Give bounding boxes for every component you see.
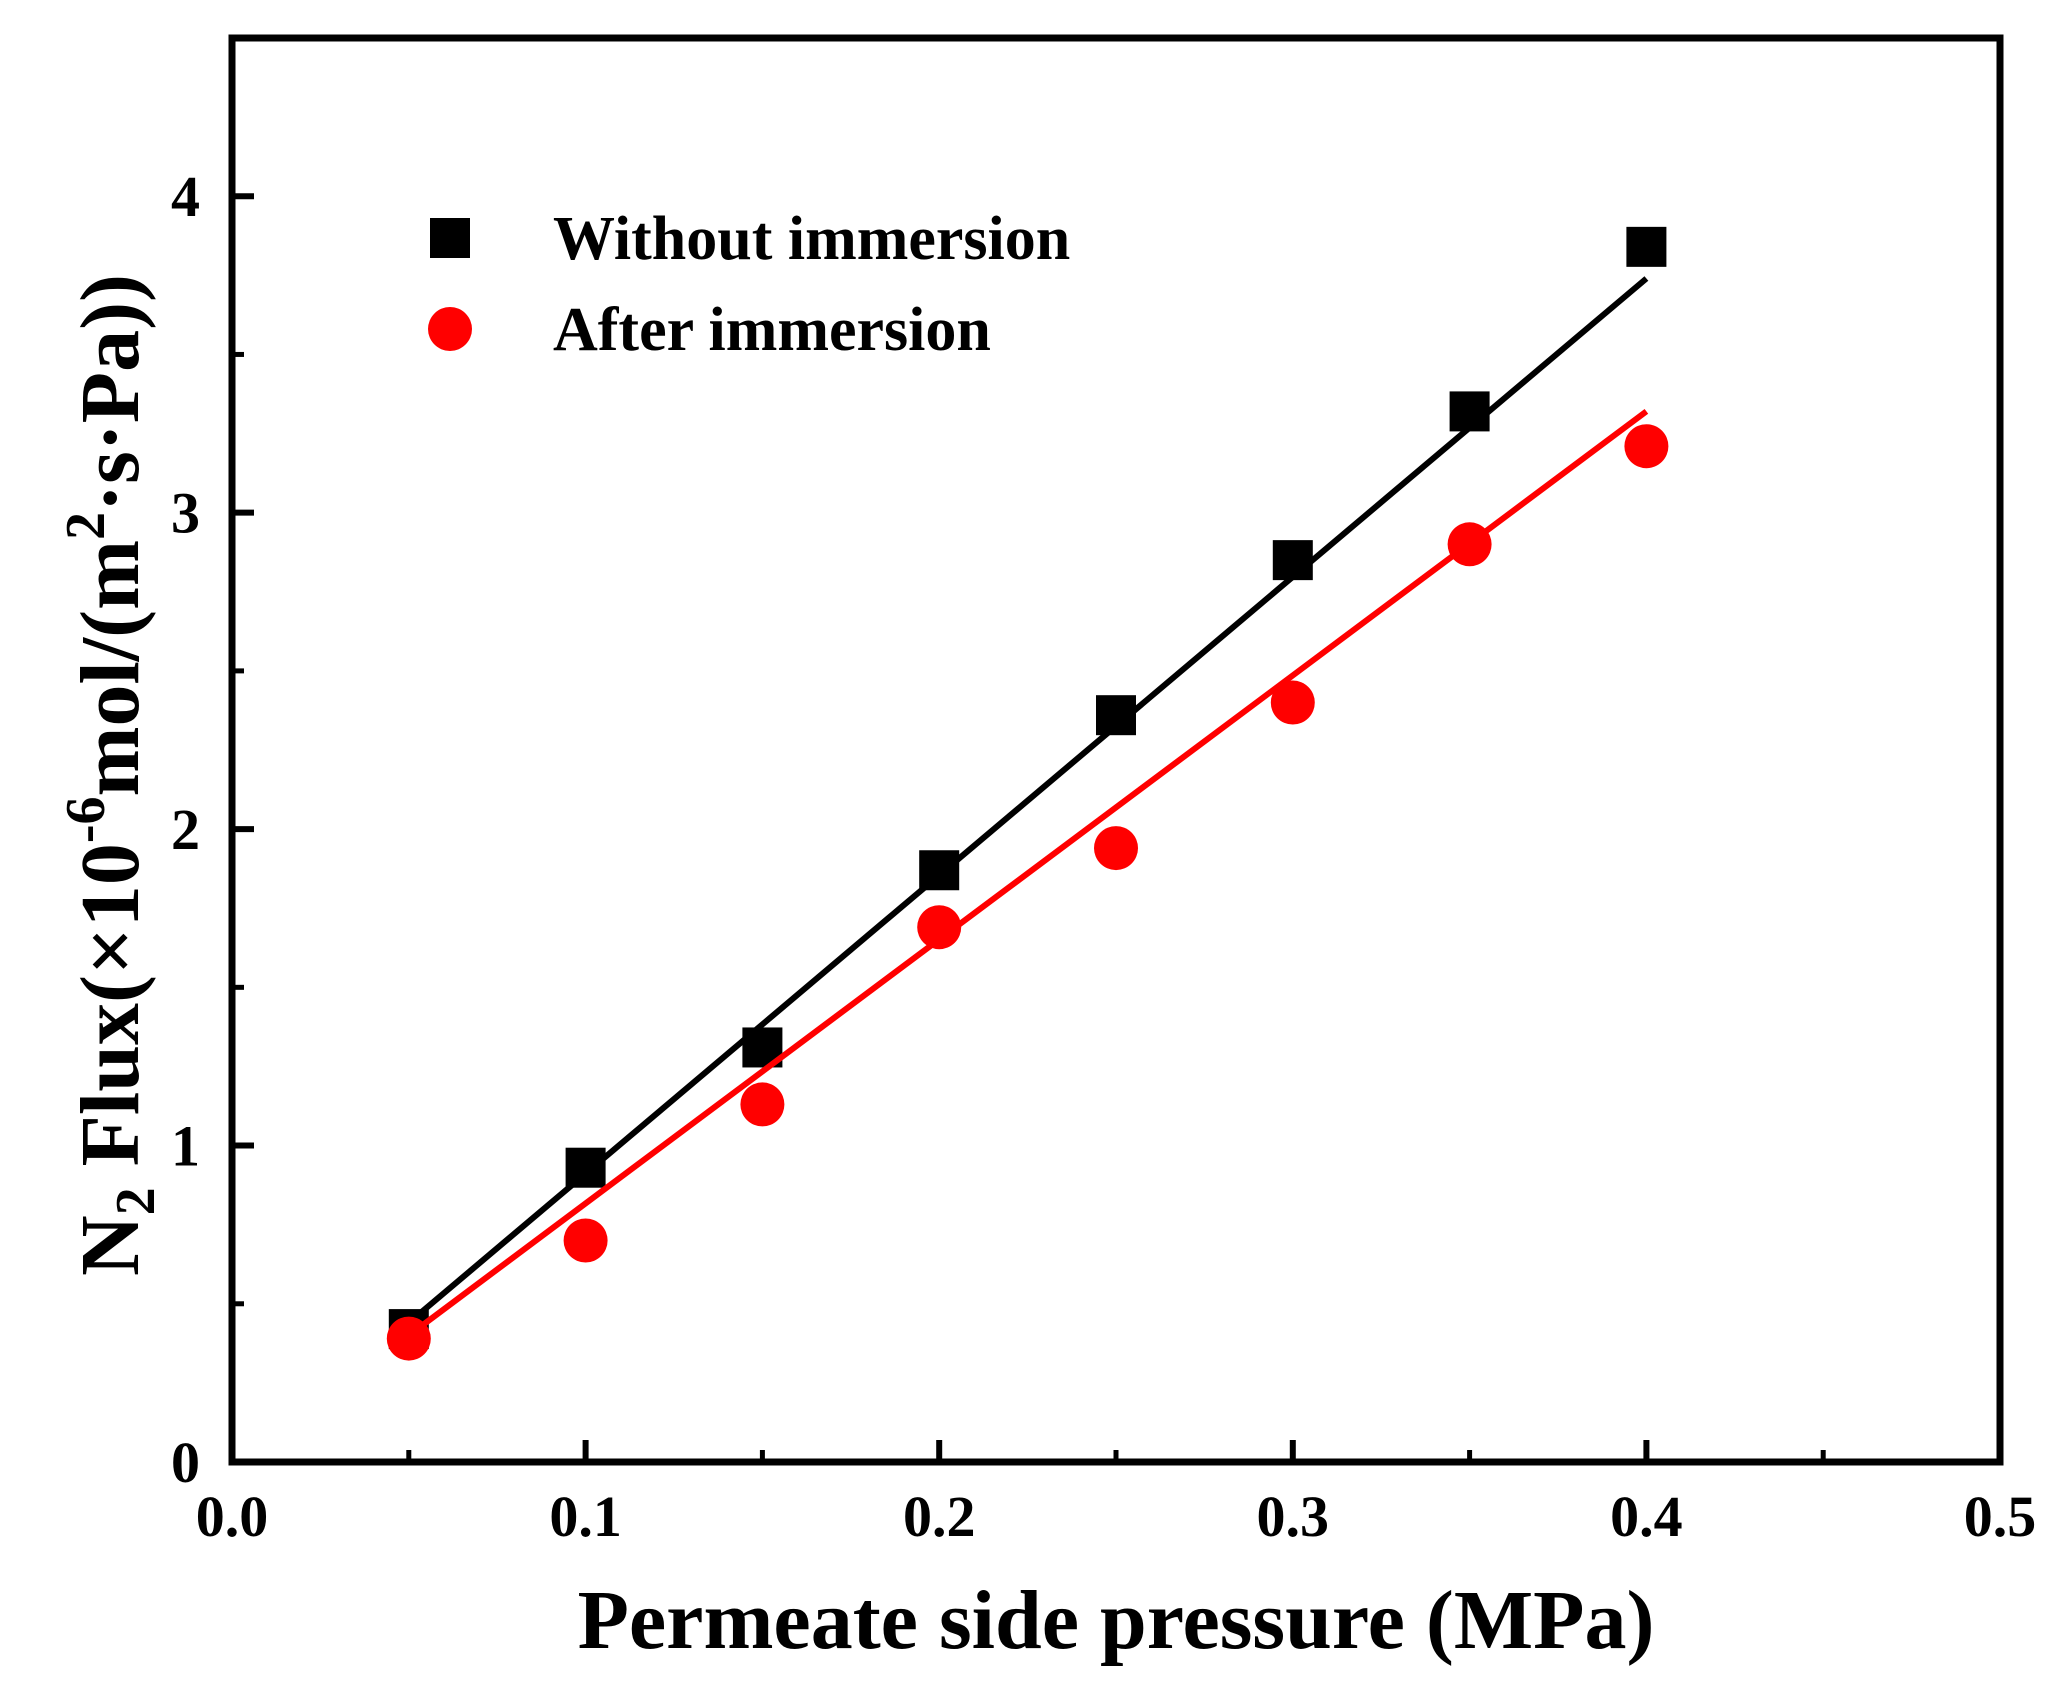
data-point-square: [1449, 391, 1490, 432]
data-point-square: [919, 850, 960, 891]
axis-ticks: [229, 193, 2003, 1465]
x-tick-label: 0.1: [549, 1484, 622, 1549]
data-point-square: [565, 1147, 606, 1188]
data-point-circle: [1624, 424, 1669, 469]
x-tick-label: 0.0: [196, 1484, 269, 1549]
y-title-sup1: -6: [55, 797, 117, 844]
y-tick-label: 3: [171, 481, 200, 546]
data-point-square: [1626, 226, 1667, 267]
legend-label: After immersion: [553, 296, 991, 364]
y-tick-label: 0: [171, 1430, 200, 1495]
legend-label: Without immersion: [553, 205, 1070, 273]
x-tick-label: 0.5: [1964, 1484, 2037, 1549]
legend-marker-circle: [428, 307, 472, 351]
y-tick-label: 1: [171, 1114, 200, 1179]
tick-labels: 0.0 0.1 0.2 0.3 0.4 0.5 0 1 2 3 4: [171, 164, 2036, 1549]
y-title-mid3: ·s·Pa)): [64, 274, 157, 512]
fit-line: [406, 276, 1649, 1326]
legend-marker-square: [430, 218, 470, 258]
y-title-sup2: 2: [55, 512, 117, 540]
x-tick-label: 0.3: [1257, 1484, 1330, 1549]
x-tick-label: 0.4: [1610, 1484, 1683, 1549]
data-point-square: [1272, 540, 1313, 581]
data-point-circle: [1094, 826, 1138, 871]
series-1: [388, 226, 1667, 1350]
x-axis-title: Permeate side pressure (MPa): [578, 1574, 1655, 1667]
y-title-sub: 2: [105, 1187, 167, 1215]
data-point-circle: [386, 1316, 431, 1361]
y-tick-label: 2: [171, 797, 200, 862]
y-tick-label: 4: [171, 164, 200, 229]
data-point-circle: [1447, 522, 1492, 567]
data-point-circle: [917, 905, 962, 950]
data-point-square: [1096, 695, 1136, 736]
y-title-mid2: mol/(m: [64, 540, 157, 797]
data-point-circle: [740, 1082, 785, 1127]
series-2: [386, 409, 1669, 1361]
data-point-circle: [563, 1218, 608, 1263]
fit-line: [407, 409, 1649, 1338]
y-title-mid1: Flux(×10: [64, 843, 157, 1187]
legend: Without immersion After immersion: [428, 205, 1070, 364]
data-point-circle: [1270, 680, 1315, 725]
x-tick-label: 0.2: [903, 1484, 976, 1549]
y-axis-title: N2 Flux(×10-6mol/(m2·s·Pa)): [55, 274, 167, 1276]
y-title-prefix: N: [64, 1215, 157, 1276]
plot-marks: [386, 226, 1669, 1361]
